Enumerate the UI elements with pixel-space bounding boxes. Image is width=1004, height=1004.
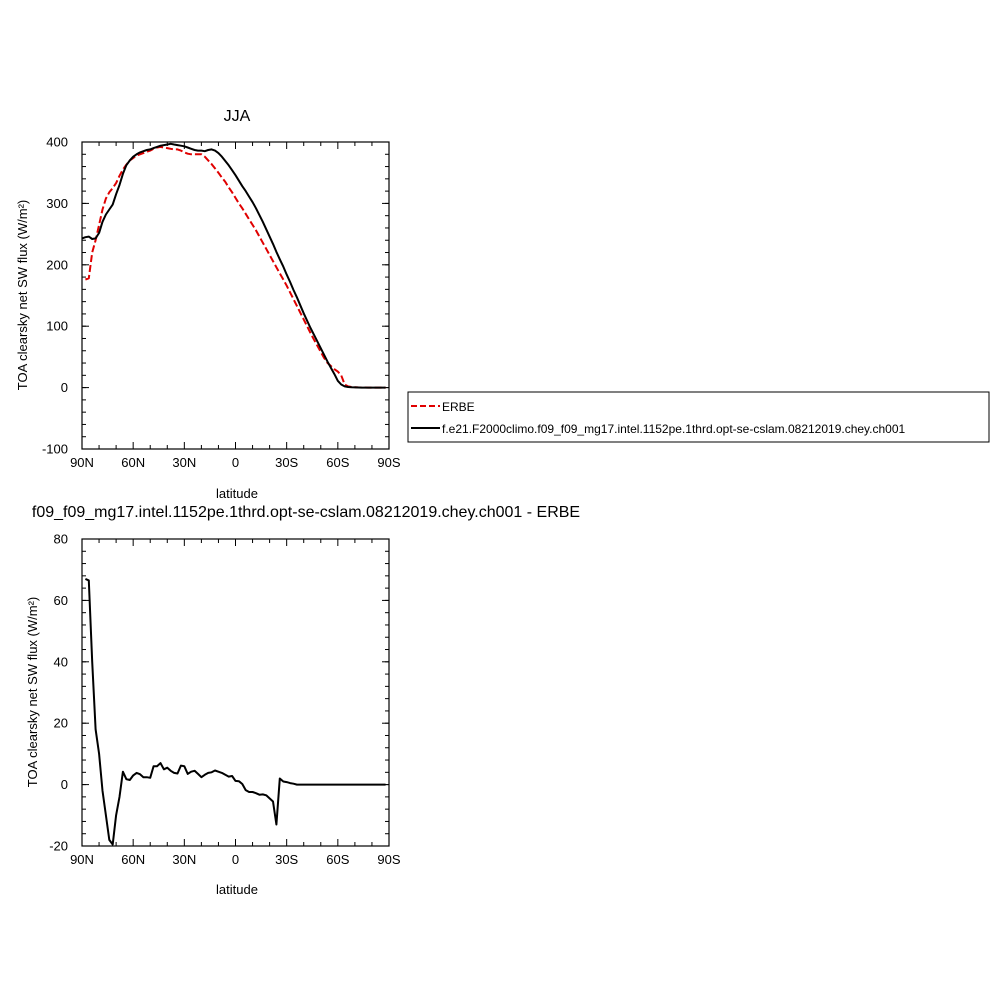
bottom-y-tick-label: 60 xyxy=(54,593,68,608)
top-plot-frame xyxy=(81,141,390,450)
bottom-x-tick-label: 90S xyxy=(377,852,400,867)
bottom-x-tick-label: 30N xyxy=(172,852,196,867)
top-y-axis-label: TOA clearsky net SW flux (W/m²) xyxy=(15,200,30,390)
bottom-panel: f09_f09_mg17.intel.1152pe.1thrd.opt-se-c… xyxy=(25,504,580,897)
legend-box xyxy=(407,391,990,443)
bottom-y-tick-label: 0 xyxy=(61,777,68,792)
top-x-tick-label: 30S xyxy=(275,455,298,470)
top-y-tick-label: 400 xyxy=(46,135,68,150)
bottom-y-tick-label: 40 xyxy=(54,654,68,669)
bottom-y-tick-label: -20 xyxy=(49,839,68,854)
top-x-axis-label: latitude xyxy=(216,486,258,501)
top-y-tick-label: -100 xyxy=(42,442,68,457)
top-panel: JJA 90N 60N 30N 0 30S 60S 90S 400 300 200 100 0 -100… xyxy=(15,108,401,501)
bottom-x-tick-label: 60S xyxy=(326,852,349,867)
legend-label-model: f.e21.F2000climo.f09_f09_mg17.intel.1152… xyxy=(442,422,906,436)
bottom-plot-frame xyxy=(81,538,390,847)
legend: ERBE f.e21.F2000climo.f09_f09_mg17.intel… xyxy=(407,391,990,443)
bottom-x-tick-label: 90N xyxy=(70,852,94,867)
bottom-y-tick-label: 20 xyxy=(54,716,68,731)
top-chart-title: JJA xyxy=(224,108,251,125)
bottom-x-tick-label: 60N xyxy=(121,852,145,867)
bottom-y-axis-label: TOA clearsky net SW flux (W/m²) xyxy=(25,597,40,787)
top-y-tick-label: 0 xyxy=(61,380,68,395)
top-x-tick-label: 0 xyxy=(232,455,239,470)
top-plot-area: 90N 60N 30N 0 30S 60S 90S 400 300 200 100 0 -100 xyxy=(42,135,401,471)
top-y-tick-label: 200 xyxy=(46,257,68,272)
top-x-tick-label: 60S xyxy=(326,455,349,470)
bottom-x-tick-label: 0 xyxy=(232,852,239,867)
top-x-tick-label: 60N xyxy=(121,455,145,470)
top-x-tick-label: 90S xyxy=(377,455,400,470)
bottom-plot-area: 90N 60N 30N 0 30S 60S 90S 80 60 40 20 0 -20 xyxy=(49,532,401,868)
top-y-tick-label: 300 xyxy=(46,196,68,211)
bottom-y-tick-label: 80 xyxy=(54,532,68,547)
top-series-line-0 xyxy=(85,145,386,389)
bottom-series-line-0 xyxy=(84,577,386,846)
top-y-tick-label: 100 xyxy=(46,319,68,334)
top-x-tick-label: 30N xyxy=(172,455,196,470)
legend-label-erbe: ERBE xyxy=(442,400,475,414)
bottom-x-axis-label: latitude xyxy=(216,882,258,897)
bottom-chart-title: f09_f09_mg17.intel.1152pe.1thrd.opt-se-c… xyxy=(32,504,580,521)
bottom-x-tick-label: 30S xyxy=(275,852,298,867)
top-series-line-1 xyxy=(82,142,386,389)
top-x-tick-label: 90N xyxy=(70,455,94,470)
